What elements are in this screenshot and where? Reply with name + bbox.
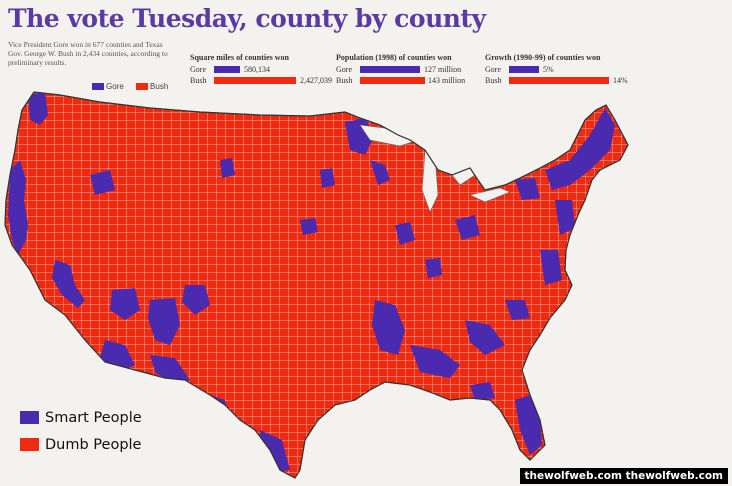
stat-value: 580,134 (244, 65, 270, 74)
stat-bar-gore (214, 66, 240, 73)
stat-row-bush: Bush 2,427,039 (190, 75, 332, 86)
stat-value: 143 million (428, 76, 466, 85)
gore-region-florida-panhandle (470, 382, 495, 400)
stat-bar-bush (360, 77, 425, 84)
stat-value: 5% (543, 65, 554, 74)
mini-legend: Gore Bush (92, 82, 178, 91)
gore-region-west-coast (8, 160, 28, 255)
stat-heading: Population (1998) of counties won (336, 53, 452, 62)
stat-row-gore: Gore 5% (485, 64, 630, 75)
legend-label-dumb: Dumb People (45, 436, 142, 453)
bush-swatch (136, 83, 149, 91)
gore-region-montana (220, 158, 235, 178)
gore-region-georgia (465, 320, 505, 355)
gore-region-plains (300, 218, 318, 235)
stat-row-gore: Gore 127 million (336, 64, 476, 75)
gore-regions (8, 92, 615, 472)
legend-item-smart: Smart People (20, 404, 142, 431)
legend-swatch-gore (20, 411, 39, 424)
map-title: The vote Tuesday, county by county (8, 4, 486, 33)
legend-label-smart: Smart People (45, 409, 142, 426)
gore-region-california (52, 260, 85, 308)
gore-region-st-louis (425, 258, 442, 278)
stat-heading: Square miles of counties won (190, 53, 289, 62)
gore-region-detroit (455, 215, 480, 240)
gore-region-south-texas (260, 430, 290, 472)
lake-erie (469, 187, 511, 203)
gore-region-nm-north (182, 285, 210, 315)
intro-text: Vice President Gore won in 677 counties … (8, 40, 168, 67)
mini-legend-bush: Bush (150, 82, 169, 91)
stat-row-gore: Gore 580,134 (190, 64, 330, 75)
gore-region-virginia (540, 250, 562, 285)
stat-bar-bush (214, 77, 296, 84)
gore-region-alabama-black-belt (410, 345, 460, 378)
gore-region-wisconsin (370, 160, 390, 185)
stat-heading: Growth (1990-99) of counties won (485, 53, 601, 62)
stat-value: 2,427,039 (300, 76, 332, 85)
stat-row-bush: Bush 14% (485, 75, 630, 86)
gore-region-idaho (90, 170, 115, 195)
stat-bar-bush (509, 77, 609, 84)
stat-value: 127 million (424, 65, 462, 74)
stat-row-label: Bush (485, 76, 502, 85)
gore-region-new-york-city (555, 200, 575, 235)
stat-square-miles: Square miles of counties won Gore 580,13… (190, 53, 332, 86)
stat-bar-gore (360, 66, 420, 73)
gore-region-mississippi-delta (372, 300, 405, 355)
stat-row-bush: Bush 143 million (336, 75, 476, 86)
stat-row-label: Bush (336, 76, 353, 85)
mini-legend-gore: Gore (106, 82, 124, 91)
stat-population: Population (1998) of counties won Gore 1… (336, 53, 476, 86)
us-county-map (0, 90, 640, 480)
legend-swatch-bush (20, 438, 39, 451)
gore-region-new-england (545, 108, 615, 190)
gore-region-dakota-reservation (320, 168, 335, 188)
stat-growth: Growth (1990-99) of counties won Gore 5%… (485, 53, 630, 86)
gore-region-washington (28, 92, 48, 125)
stat-row-label: Gore (485, 65, 501, 74)
gore-region-iowa (395, 222, 415, 245)
gore-swatch (92, 83, 104, 91)
gore-region-carolina (505, 300, 530, 320)
gore-region-south-florida (515, 395, 542, 455)
gore-region-arizona (110, 288, 140, 320)
gore-region-pennsylvania (515, 178, 540, 200)
stat-bar-gore (509, 66, 539, 73)
map-svg (4, 91, 629, 479)
stat-row-label: Gore (336, 65, 352, 74)
legend-item-dumb: Dumb People (20, 431, 142, 458)
stat-value: 14% (613, 76, 628, 85)
stat-row-label: Gore (190, 65, 206, 74)
map-legend: Smart People Dumb People (20, 404, 142, 458)
watermark: thewolfweb.com thewolfweb.com (519, 468, 728, 484)
gore-region-nm-south (150, 355, 190, 385)
gore-region-new-mexico (148, 298, 180, 345)
stat-row-label: Bush (190, 76, 207, 85)
